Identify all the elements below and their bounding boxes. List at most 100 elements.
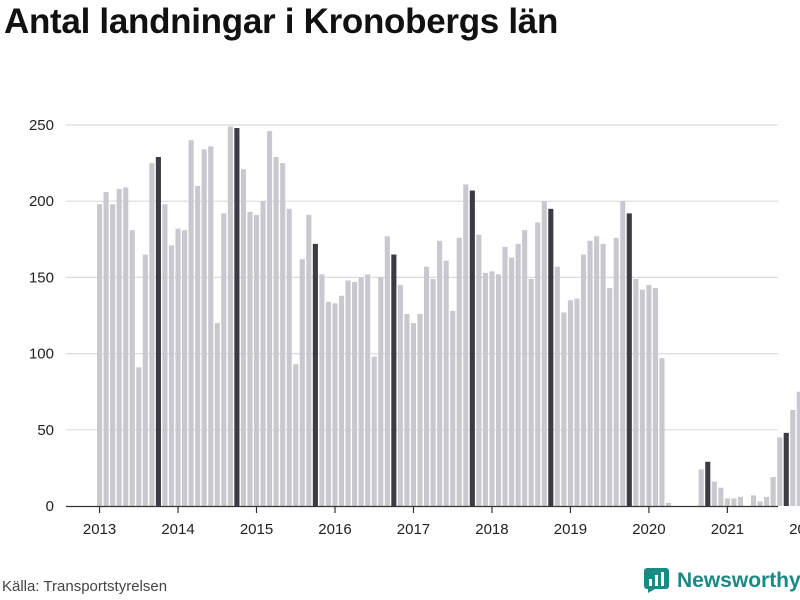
bar <box>110 204 116 506</box>
bar <box>561 312 567 506</box>
bar <box>208 146 214 506</box>
bar <box>633 278 639 506</box>
x-axis: 2013 2014 2015 2016 2017 2018 2019 2020 2021 2022 <box>66 505 800 538</box>
bar <box>123 187 129 507</box>
bar <box>711 481 717 506</box>
bar <box>365 274 371 506</box>
y-tick-label: 50 <box>37 422 54 439</box>
bar <box>286 208 292 506</box>
bar <box>345 280 351 506</box>
bar <box>554 266 560 506</box>
y-tick-label: 100 <box>29 346 54 363</box>
bar <box>397 285 403 506</box>
bar <box>443 260 449 506</box>
bar <box>698 469 704 506</box>
bar <box>574 298 580 506</box>
bar <box>515 243 521 506</box>
bar <box>155 157 161 506</box>
bar <box>332 303 338 506</box>
bar <box>378 277 384 506</box>
bar <box>240 169 246 506</box>
x-tick-label: 2017 <box>397 521 430 538</box>
bar <box>705 461 711 506</box>
bar <box>482 272 488 506</box>
bar <box>129 230 135 506</box>
bar <box>391 254 397 506</box>
bar <box>450 310 456 506</box>
bar <box>136 367 142 506</box>
bar <box>541 201 547 506</box>
bar <box>371 356 377 506</box>
y-tick-label: 0 <box>46 498 54 515</box>
bar <box>384 236 390 506</box>
bar <box>142 254 148 506</box>
bar <box>489 271 495 506</box>
bar <box>790 409 796 506</box>
bar <box>665 502 672 506</box>
bar <box>162 204 168 506</box>
bar <box>424 266 430 506</box>
bar <box>260 201 266 506</box>
x-tick-label: 2020 <box>632 521 665 538</box>
bar <box>502 246 508 507</box>
bar <box>737 496 744 506</box>
bar <box>639 289 645 506</box>
bar <box>247 211 253 506</box>
bar <box>352 281 358 506</box>
bar <box>430 278 436 506</box>
bar <box>404 313 410 506</box>
bar <box>567 300 573 506</box>
bar <box>659 358 665 506</box>
x-tick-label: 2013 <box>83 521 116 538</box>
brand-logo: Newsworthy <box>644 568 800 593</box>
bars <box>97 126 800 507</box>
bar <box>273 157 279 506</box>
bar <box>783 432 789 506</box>
bar <box>652 288 658 506</box>
bar <box>646 285 652 506</box>
bar <box>168 245 175 506</box>
x-tick-label: 2016 <box>318 521 351 538</box>
bar <box>548 208 554 506</box>
bar <box>600 243 606 506</box>
bar <box>620 201 626 506</box>
bar <box>338 295 345 506</box>
brand-name: Newsworthy <box>677 568 800 592</box>
bar <box>253 214 260 507</box>
bar <box>227 126 233 507</box>
bar <box>201 149 207 506</box>
bar <box>626 213 632 506</box>
bar <box>522 230 528 506</box>
source-note: Källa: Transportstyrelsen <box>2 578 168 595</box>
bar <box>718 487 724 506</box>
bar <box>587 240 593 506</box>
x-tick-label: 2015 <box>240 521 273 538</box>
x-tick-label: 2019 <box>554 521 587 538</box>
bar <box>182 230 188 506</box>
bar <box>214 323 220 506</box>
bar <box>149 163 155 506</box>
y-tick-label: 200 <box>29 193 54 210</box>
bar <box>437 240 443 506</box>
bar <box>777 437 783 506</box>
chart-title: Antal landningar i Kronobergs län <box>4 2 559 41</box>
bar <box>103 192 109 506</box>
newsworthy-logo-icon <box>644 568 669 593</box>
bar <box>607 288 613 506</box>
bar <box>97 204 103 506</box>
bar <box>463 184 469 506</box>
x-tick-label: 2022 <box>789 521 800 538</box>
bar <box>613 237 619 506</box>
bar <box>325 301 331 506</box>
x-tick-label: 2018 <box>475 521 508 538</box>
bar <box>280 163 286 506</box>
bar <box>306 214 312 507</box>
bar <box>175 228 181 506</box>
x-tick-label: 2014 <box>161 521 194 538</box>
y-axis-labels: 0 50 100 150 200 250 <box>29 117 54 515</box>
bar <box>417 313 423 506</box>
bar <box>509 257 515 506</box>
bar <box>358 277 364 506</box>
bar <box>319 274 325 506</box>
